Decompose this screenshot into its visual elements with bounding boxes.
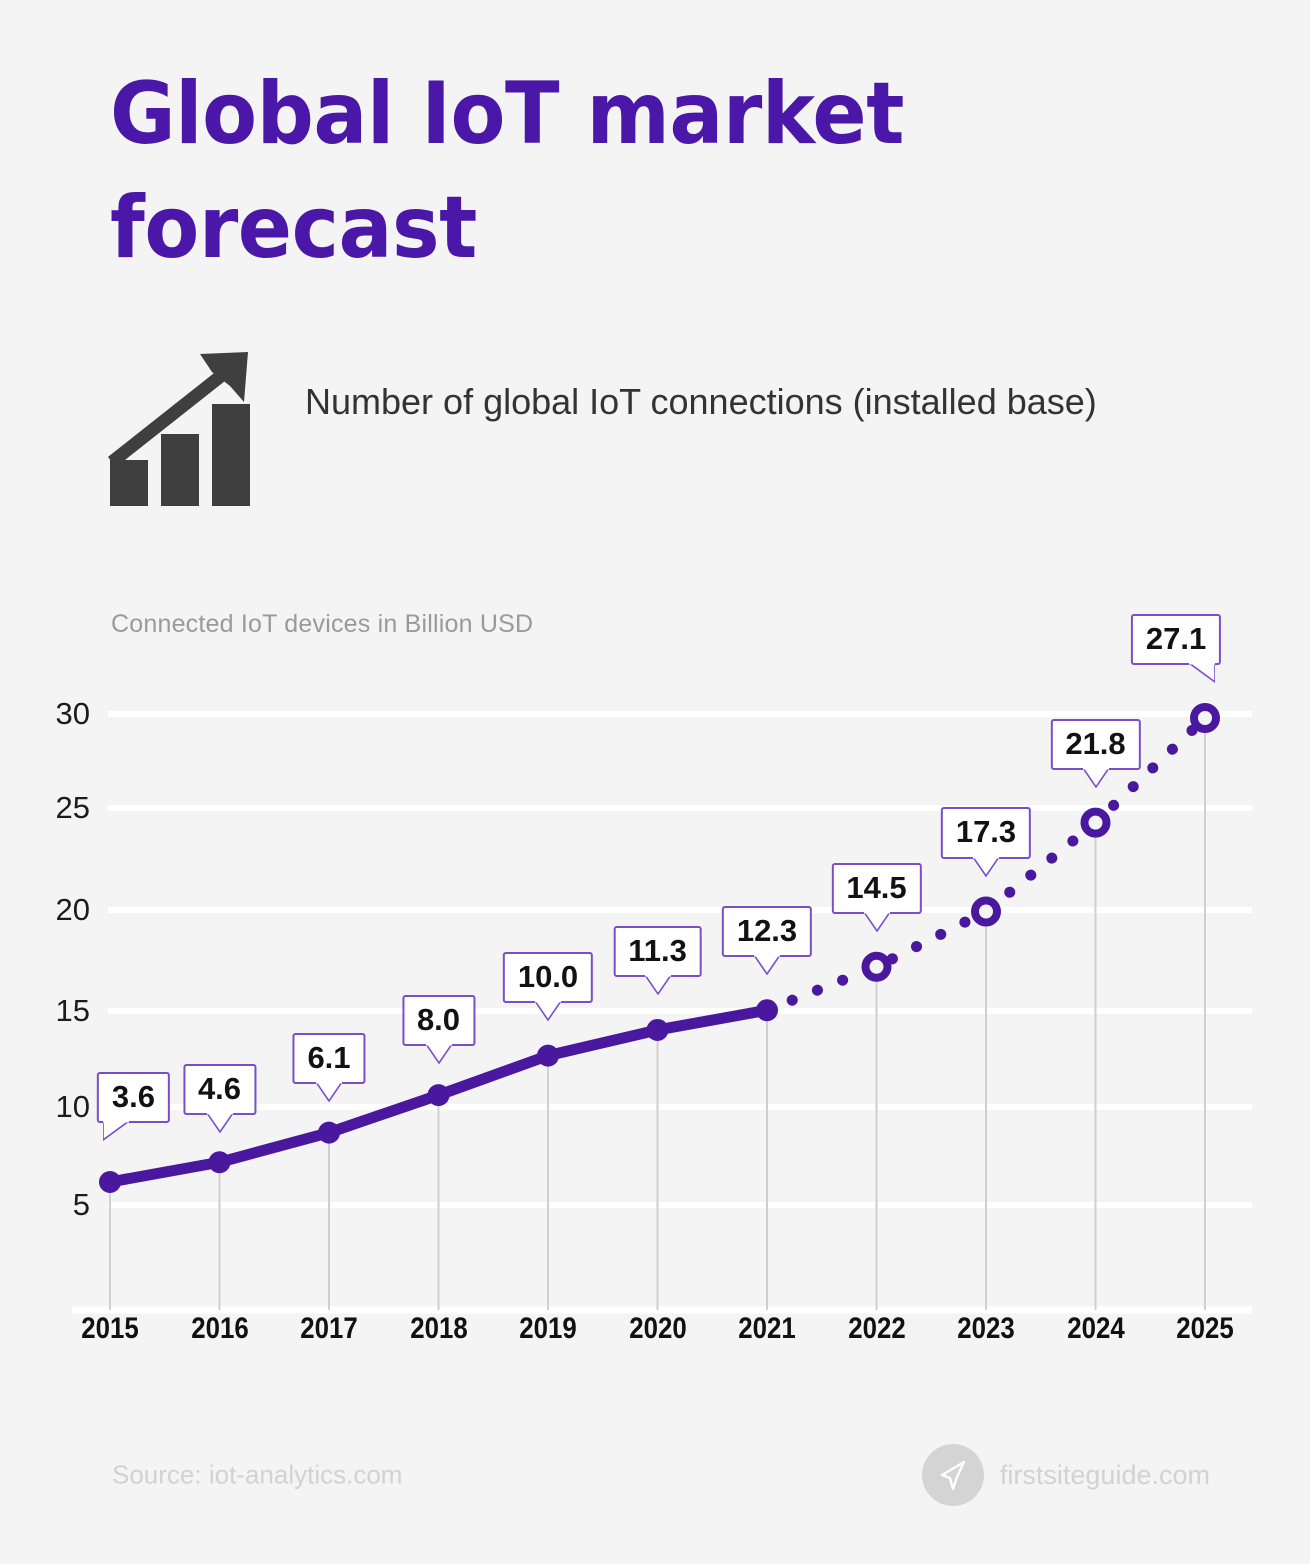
data-label-callout: 10.0 — [502, 951, 594, 1003]
callout-tail — [754, 955, 780, 976]
actual-point-marker — [537, 1044, 559, 1067]
x-axis-tick-label: 2015 — [81, 1312, 139, 1345]
data-label-callout: 17.3 — [940, 807, 1032, 859]
x-axis-tick-label: 2020 — [628, 1312, 687, 1345]
forecast-point-marker — [861, 951, 892, 982]
x-axis-tick-label: 2021 — [738, 1312, 796, 1345]
y-axis-tick-label: 10 — [55, 1089, 90, 1124]
data-label-callout: 12.3 — [721, 906, 813, 958]
actual-line — [104, 1004, 773, 1188]
actual-point-marker — [99, 1171, 121, 1193]
brand-name: firstsiteguide.com — [999, 1459, 1210, 1490]
callout-tail — [1189, 663, 1216, 684]
page-title: Global IoT market forecast — [110, 64, 904, 278]
y-axis-tick-label: 5 — [72, 1187, 90, 1222]
data-label-callout: 4.6 — [182, 1064, 257, 1116]
x-axis-tick-label: 2024 — [1066, 1312, 1125, 1345]
forecast-point-marker — [1080, 807, 1111, 838]
x-axis-tick-label: 2023 — [957, 1312, 1015, 1345]
x-axis-tick-label: 2017 — [300, 1312, 358, 1345]
data-label-callout: 27.1 — [1130, 614, 1222, 666]
x-axis-tick-label: 2019 — [519, 1312, 577, 1345]
source-text: Source: iot-analytics.com — [112, 1459, 403, 1490]
callout-tail — [102, 1121, 129, 1142]
actual-point-marker — [208, 1151, 231, 1174]
forecast-point-marker — [1190, 703, 1220, 733]
x-axis-tick-label: 2025 — [1176, 1312, 1234, 1345]
data-label-callout: 8.0 — [401, 995, 476, 1047]
paper-plane-icon — [921, 1444, 984, 1506]
callout-tail — [644, 975, 671, 996]
actual-point-marker — [427, 1084, 450, 1107]
data-label-callout: 21.8 — [1050, 718, 1141, 770]
y-axis-tick-label: 15 — [55, 993, 90, 1028]
callout-tail — [206, 1113, 233, 1134]
forecast-point-marker — [971, 896, 1001, 927]
y-axis-tick-label: 30 — [55, 696, 90, 731]
data-label-callout: 6.1 — [292, 1032, 366, 1084]
actual-point-marker — [318, 1121, 340, 1144]
y-axis-tick-label: 20 — [55, 892, 90, 927]
callout-tail — [863, 911, 890, 932]
forecast-line — [761, 712, 1211, 1016]
growth-bar-chart-arrow-icon — [107, 352, 263, 512]
y-axis-caption: Connected IoT devices in Billion USD — [111, 610, 534, 638]
actual-point-marker — [756, 999, 778, 1022]
data-label-callout: 3.6 — [96, 1072, 170, 1124]
subtitle-row: Number of global IoT connections (instal… — [107, 348, 1198, 512]
y-axis-tick-label: 25 — [55, 790, 90, 825]
data-label-callout: 14.5 — [831, 862, 922, 914]
data-label-callout: 11.3 — [613, 925, 702, 978]
callout-tail — [535, 1000, 561, 1021]
x-axis-tick-label: 2016 — [190, 1312, 249, 1345]
x-axis-tick-label: 2018 — [409, 1312, 468, 1345]
brand-watermark: firstsiteguide.com — [921, 1444, 1210, 1506]
callout-tail — [425, 1044, 452, 1065]
callout-tail — [316, 1081, 342, 1102]
x-axis-tick-label: 2022 — [847, 1312, 906, 1345]
callout-tail — [973, 856, 999, 877]
callout-tail — [1082, 767, 1109, 788]
subtitle-text: Number of global IoT connections (instal… — [305, 381, 1097, 422]
actual-point-marker — [646, 1018, 669, 1041]
